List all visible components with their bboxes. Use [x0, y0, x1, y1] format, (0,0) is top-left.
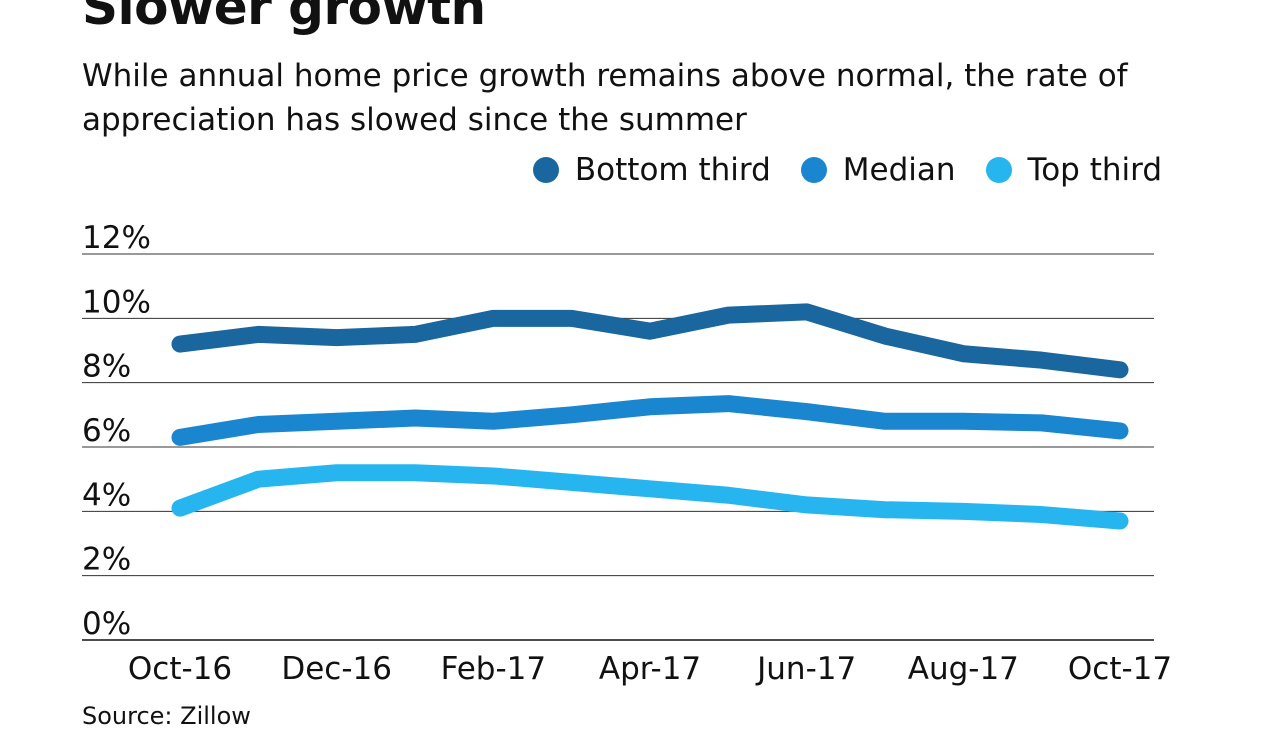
series-line-median — [180, 404, 1120, 438]
y-tick-label: 6% — [82, 413, 131, 449]
series-line-top-third — [180, 473, 1120, 521]
series-line-bottom-third — [180, 312, 1120, 370]
x-tick-label: Oct-17 — [1068, 651, 1172, 687]
x-tick-label: Feb-17 — [441, 651, 547, 687]
x-tick-label: Aug-17 — [908, 651, 1019, 687]
y-tick-label: 2% — [82, 542, 131, 578]
x-tick-label: Dec-16 — [281, 651, 392, 687]
y-tick-label: 10% — [82, 284, 151, 320]
x-tick-label: Apr-17 — [599, 651, 701, 687]
y-tick-label: 8% — [82, 349, 131, 385]
x-tick-label: Jun-17 — [755, 651, 856, 687]
source-note: Source: Zillow — [82, 702, 251, 730]
y-tick-label: 0% — [82, 606, 131, 642]
y-tick-label: 12% — [82, 220, 151, 256]
y-tick-label: 4% — [82, 477, 131, 513]
x-tick-label: Oct-16 — [128, 651, 232, 687]
